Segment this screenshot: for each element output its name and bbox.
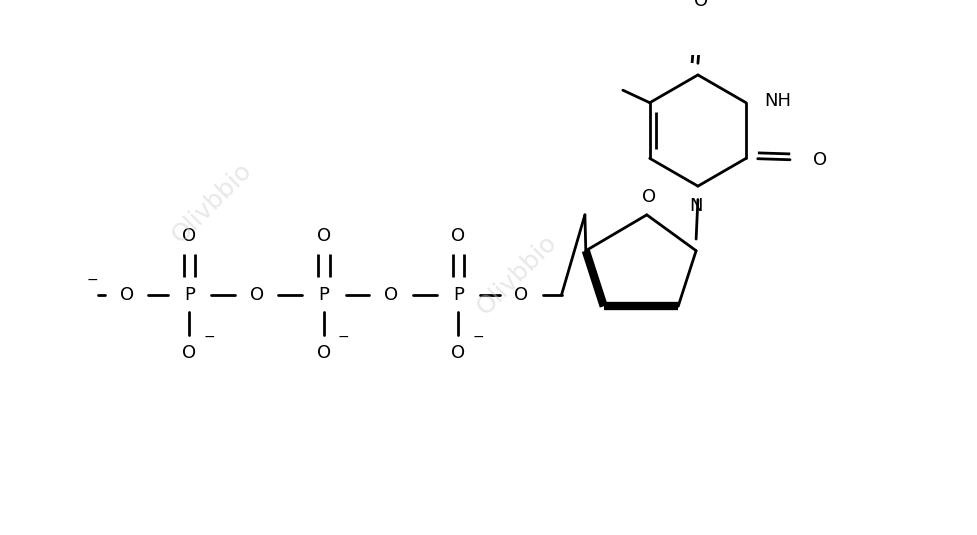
Text: O: O xyxy=(642,188,656,206)
Text: O: O xyxy=(384,286,399,304)
Text: O: O xyxy=(249,286,264,304)
Text: −: − xyxy=(203,330,215,344)
Text: O: O xyxy=(183,344,196,362)
Text: Olivbbio: Olivbbio xyxy=(167,158,257,248)
Text: O: O xyxy=(695,0,708,10)
Text: O: O xyxy=(119,286,134,304)
Text: O: O xyxy=(317,227,331,246)
Text: P: P xyxy=(319,286,329,304)
Text: O: O xyxy=(183,227,196,246)
Text: O: O xyxy=(813,151,827,169)
Text: O: O xyxy=(514,286,529,304)
Text: Olivbbio: Olivbbio xyxy=(472,230,562,319)
Text: P: P xyxy=(184,286,194,304)
Text: −: − xyxy=(338,330,350,344)
Text: P: P xyxy=(453,286,464,304)
Text: −: − xyxy=(472,330,484,344)
Text: O: O xyxy=(451,227,465,246)
Text: NH: NH xyxy=(764,92,791,110)
Text: O: O xyxy=(317,344,331,362)
Text: −: − xyxy=(87,273,99,287)
Text: N: N xyxy=(690,197,702,215)
Text: O: O xyxy=(451,344,465,362)
